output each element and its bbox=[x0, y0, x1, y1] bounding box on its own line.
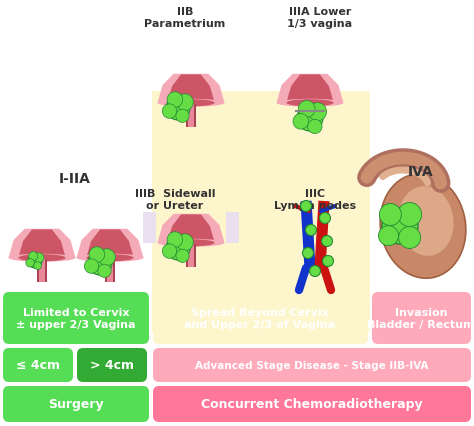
Circle shape bbox=[321, 236, 332, 247]
Circle shape bbox=[310, 266, 320, 277]
Ellipse shape bbox=[167, 100, 215, 107]
Polygon shape bbox=[276, 75, 344, 104]
FancyBboxPatch shape bbox=[153, 348, 471, 382]
Circle shape bbox=[379, 226, 399, 246]
Ellipse shape bbox=[18, 255, 65, 262]
Bar bbox=[39, 259, 45, 282]
Text: ≤ 4cm: ≤ 4cm bbox=[16, 359, 60, 371]
Ellipse shape bbox=[157, 100, 225, 107]
Circle shape bbox=[298, 101, 315, 118]
Circle shape bbox=[176, 250, 189, 263]
Polygon shape bbox=[18, 230, 65, 258]
Circle shape bbox=[34, 262, 41, 270]
Ellipse shape bbox=[9, 254, 75, 262]
Circle shape bbox=[162, 105, 177, 119]
Ellipse shape bbox=[380, 174, 466, 279]
Bar bbox=[188, 244, 194, 268]
Circle shape bbox=[301, 201, 311, 212]
Ellipse shape bbox=[286, 100, 334, 107]
Circle shape bbox=[309, 104, 327, 121]
Text: I-IIA: I-IIA bbox=[59, 172, 91, 186]
Bar bbox=[37, 259, 47, 282]
Polygon shape bbox=[9, 229, 75, 258]
Text: IIIB  Sidewall
or Ureter: IIIB Sidewall or Ureter bbox=[135, 189, 215, 210]
Circle shape bbox=[306, 225, 317, 236]
Polygon shape bbox=[167, 75, 215, 103]
FancyBboxPatch shape bbox=[372, 292, 471, 344]
Bar bbox=[305, 104, 315, 128]
Circle shape bbox=[26, 259, 34, 268]
Ellipse shape bbox=[398, 187, 454, 256]
FancyBboxPatch shape bbox=[3, 292, 149, 344]
FancyBboxPatch shape bbox=[153, 292, 368, 344]
Bar bbox=[186, 244, 196, 268]
Circle shape bbox=[166, 236, 190, 260]
Polygon shape bbox=[86, 230, 134, 258]
Circle shape bbox=[88, 251, 112, 275]
Circle shape bbox=[166, 97, 190, 121]
Circle shape bbox=[28, 252, 38, 261]
Polygon shape bbox=[157, 214, 225, 243]
Circle shape bbox=[319, 213, 330, 224]
Text: Invasion
Bladder / Rectum: Invasion Bladder / Rectum bbox=[367, 308, 474, 329]
Circle shape bbox=[308, 120, 322, 134]
Bar bbox=[226, 213, 239, 243]
Ellipse shape bbox=[167, 240, 215, 247]
Text: > 4cm: > 4cm bbox=[90, 359, 134, 371]
Text: IIB
Parametrium: IIB Parametrium bbox=[145, 7, 226, 29]
Bar bbox=[105, 259, 115, 282]
Polygon shape bbox=[167, 215, 215, 242]
Circle shape bbox=[302, 248, 313, 259]
Ellipse shape bbox=[76, 254, 144, 262]
Text: Advanced Stage Disease - Stage IIB-IVA: Advanced Stage Disease - Stage IIB-IVA bbox=[195, 360, 429, 370]
Circle shape bbox=[162, 244, 177, 259]
Circle shape bbox=[99, 249, 115, 266]
Polygon shape bbox=[76, 229, 144, 258]
FancyBboxPatch shape bbox=[3, 386, 149, 422]
Circle shape bbox=[34, 253, 44, 263]
Bar bbox=[152, 92, 370, 331]
Ellipse shape bbox=[86, 255, 134, 262]
Circle shape bbox=[398, 203, 422, 227]
Bar bbox=[307, 104, 313, 128]
Circle shape bbox=[382, 208, 418, 245]
Circle shape bbox=[167, 92, 182, 108]
Bar bbox=[107, 259, 113, 282]
Circle shape bbox=[89, 247, 105, 263]
Text: IIIA Lower
1/3 vagina: IIIA Lower 1/3 vagina bbox=[287, 7, 353, 29]
Circle shape bbox=[293, 114, 309, 130]
Polygon shape bbox=[286, 75, 334, 103]
FancyBboxPatch shape bbox=[77, 348, 147, 382]
Circle shape bbox=[379, 204, 401, 226]
Text: Limited to Cervix
± upper 2/3 Vagina: Limited to Cervix ± upper 2/3 Vagina bbox=[16, 308, 136, 329]
Circle shape bbox=[176, 95, 193, 111]
Ellipse shape bbox=[157, 239, 225, 247]
FancyBboxPatch shape bbox=[153, 386, 471, 422]
Circle shape bbox=[28, 254, 42, 268]
Text: IIIC
Lymph nodes: IIIC Lymph nodes bbox=[274, 189, 356, 210]
Bar bbox=[143, 213, 156, 243]
Circle shape bbox=[297, 106, 323, 132]
Circle shape bbox=[167, 232, 182, 248]
Circle shape bbox=[399, 227, 420, 249]
Text: Concurrent Chemoradiotherapy: Concurrent Chemoradiotherapy bbox=[201, 397, 423, 411]
Ellipse shape bbox=[276, 100, 344, 107]
Circle shape bbox=[98, 265, 111, 278]
Text: Spread Beyond Cervix
and Upper 2/3 of Vagina: Spread Beyond Cervix and Upper 2/3 of Va… bbox=[184, 308, 336, 329]
Bar bbox=[188, 104, 194, 128]
Circle shape bbox=[322, 256, 334, 267]
Bar bbox=[186, 104, 196, 128]
Circle shape bbox=[176, 234, 193, 251]
FancyBboxPatch shape bbox=[3, 348, 73, 382]
Circle shape bbox=[84, 259, 99, 273]
Polygon shape bbox=[157, 75, 225, 104]
Text: IVA: IVA bbox=[408, 164, 434, 178]
Text: Surgery: Surgery bbox=[48, 397, 104, 411]
Circle shape bbox=[176, 110, 189, 123]
